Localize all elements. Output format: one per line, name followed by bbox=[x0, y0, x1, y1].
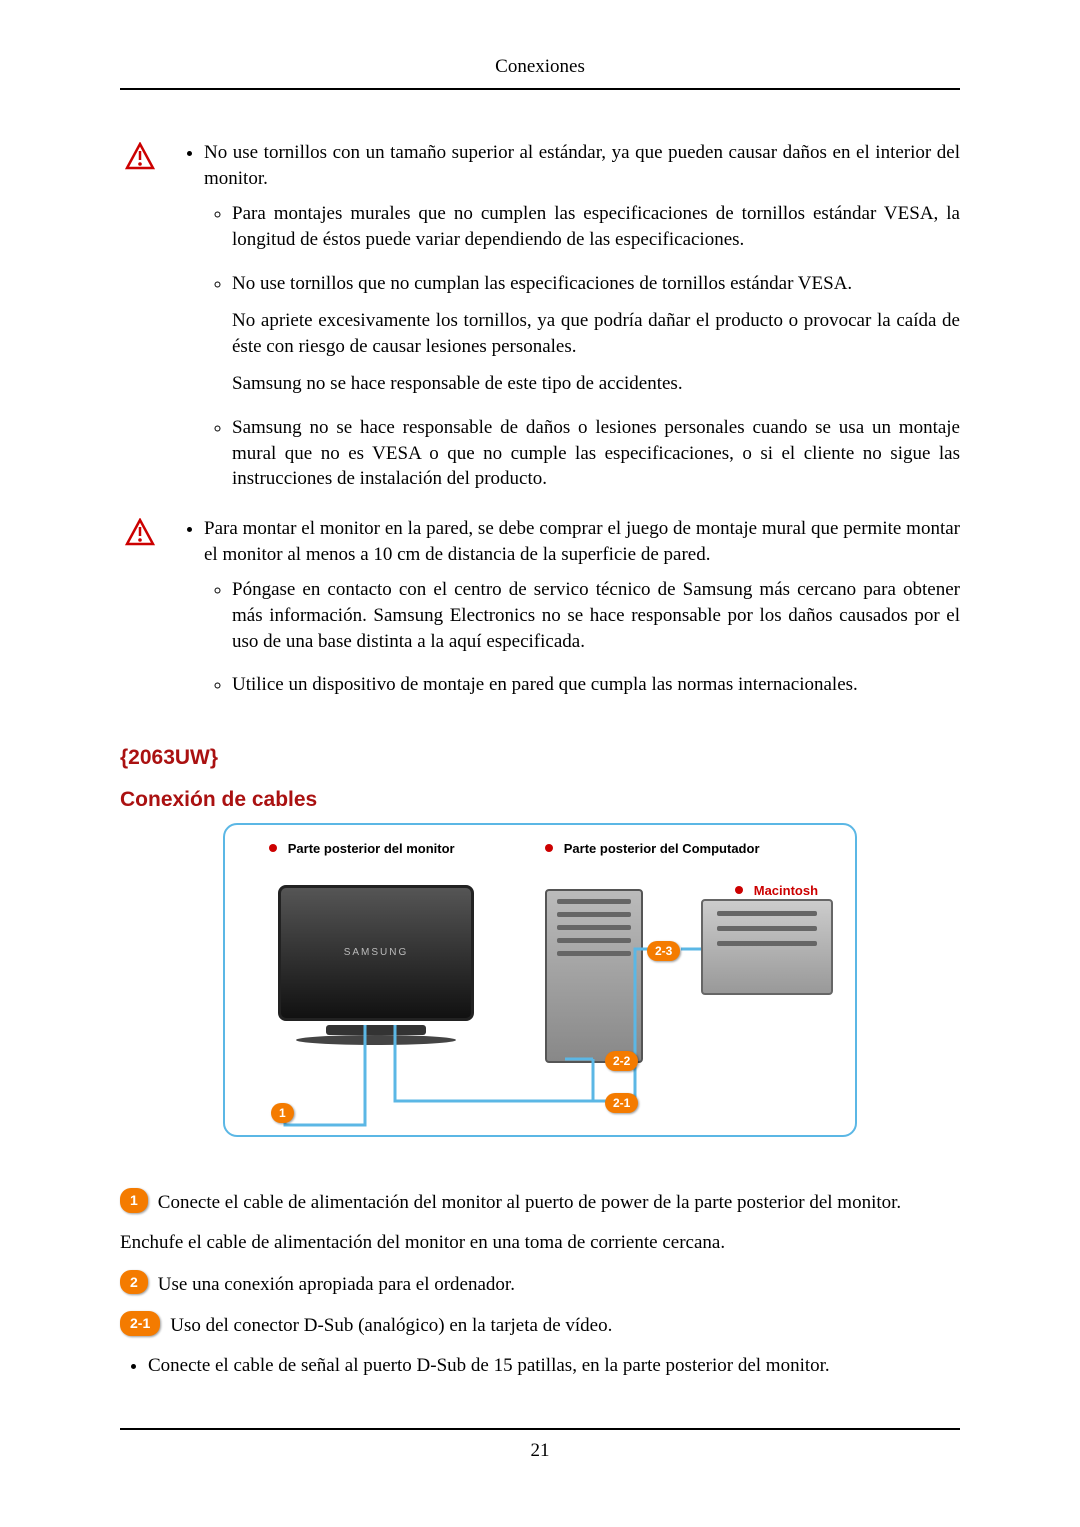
warning-icon bbox=[120, 140, 160, 510]
bullet: No use tornillos que no cumplan las espe… bbox=[232, 271, 960, 398]
diagram-pill-2-3: 2-3 bbox=[647, 941, 680, 961]
instruction-1: 1 Conecte el cable de alimentación del m… bbox=[120, 1190, 960, 1216]
bullet: No use tornillos con un tamaño superior … bbox=[204, 140, 960, 492]
step-text: Conecte el cable de alimentación del mon… bbox=[158, 1190, 960, 1216]
legend-text: Macintosh bbox=[754, 883, 818, 898]
step-pill-2-1: 2-1 bbox=[120, 1311, 160, 1336]
warning-1-body: No use tornillos con un tamaño superior … bbox=[176, 140, 960, 510]
top-rule bbox=[120, 88, 960, 90]
step-text: Uso del conector D-Sub (analógico) en la… bbox=[170, 1313, 960, 1339]
legend-text: Parte posterior del monitor bbox=[288, 841, 455, 856]
bullet-text: Para montar el monitor en la pared, se d… bbox=[204, 518, 960, 565]
legend-dot-icon bbox=[269, 844, 277, 852]
bullet: Para montar el monitor en la pared, se d… bbox=[204, 516, 960, 698]
mac-figure bbox=[701, 899, 833, 995]
header-title: Conexiones bbox=[120, 56, 960, 88]
bullet: Utilice un dispositivo de montaje en par… bbox=[232, 672, 960, 698]
page-number: 21 bbox=[120, 1440, 960, 1462]
step-text: Use una conexión apropiada para el orden… bbox=[158, 1272, 960, 1298]
diagram-wrap: Parte posterior del monitor Parte poster… bbox=[120, 823, 960, 1145]
legend-text: Parte posterior del Computador bbox=[564, 841, 760, 856]
legend-computer: Parte posterior del Computador bbox=[545, 835, 760, 861]
warning-icon bbox=[120, 516, 160, 716]
diagram-pill-1: 1 bbox=[271, 1103, 294, 1123]
instruction-2: 2 Use una conexión apropiada para el ord… bbox=[120, 1272, 960, 1298]
diagram-pill-2-2: 2-2 bbox=[605, 1051, 638, 1071]
step-pill-2: 2 bbox=[120, 1270, 148, 1295]
warning-2-body: Para montar el monitor en la pared, se d… bbox=[176, 516, 960, 716]
bullet: Póngase en contacto con el centro de ser… bbox=[232, 577, 960, 654]
section-title: Conexión de cables bbox=[120, 786, 960, 814]
bullet: Para montajes murales que no cumplen las… bbox=[232, 201, 960, 252]
monitor-base bbox=[296, 1035, 456, 1045]
legend-dot-icon bbox=[545, 844, 553, 852]
monitor-screen: SAMSUNG bbox=[278, 885, 474, 1021]
step-pill-1: 1 bbox=[120, 1188, 148, 1213]
connection-diagram: Parte posterior del monitor Parte poster… bbox=[223, 823, 857, 1137]
final-bullet-list: Conecte el cable de señal al puerto D-Su… bbox=[120, 1353, 960, 1379]
paragraph: No apriete excesivamente los tornillos, … bbox=[232, 308, 960, 359]
content: No use tornillos con un tamaño superior … bbox=[120, 140, 960, 1378]
monitor-figure: SAMSUNG bbox=[271, 885, 481, 1085]
legend-dot-icon bbox=[735, 886, 743, 894]
model-heading: {2063UW} bbox=[120, 744, 960, 772]
paragraph: Enchufe el cable de alimentación del mon… bbox=[120, 1230, 960, 1256]
bullet: Conecte el cable de señal al puerto D-Su… bbox=[148, 1353, 960, 1379]
instruction-2-1: 2-1 Uso del conector D-Sub (analógico) e… bbox=[120, 1313, 960, 1339]
paragraph: Samsung no se hace responsable de este t… bbox=[232, 371, 960, 397]
page: Conexiones No use tornillos con un tamañ… bbox=[0, 0, 1080, 1527]
bullet-text: No use tornillos que no cumplan las espe… bbox=[232, 273, 852, 294]
pc-tower-figure bbox=[545, 889, 643, 1063]
diagram-pill-2-1: 2-1 bbox=[605, 1093, 638, 1113]
legend-monitor: Parte posterior del monitor bbox=[269, 835, 455, 861]
warning-block-2: Para montar el monitor en la pared, se d… bbox=[120, 516, 960, 716]
monitor-stand bbox=[326, 1025, 426, 1035]
warning-block-1: No use tornillos con un tamaño superior … bbox=[120, 140, 960, 510]
bullet: Samsung no se hace responsable de daños … bbox=[232, 415, 960, 492]
bullet-text: No use tornillos con un tamaño superior … bbox=[204, 142, 960, 189]
bottom-rule bbox=[120, 1428, 960, 1430]
